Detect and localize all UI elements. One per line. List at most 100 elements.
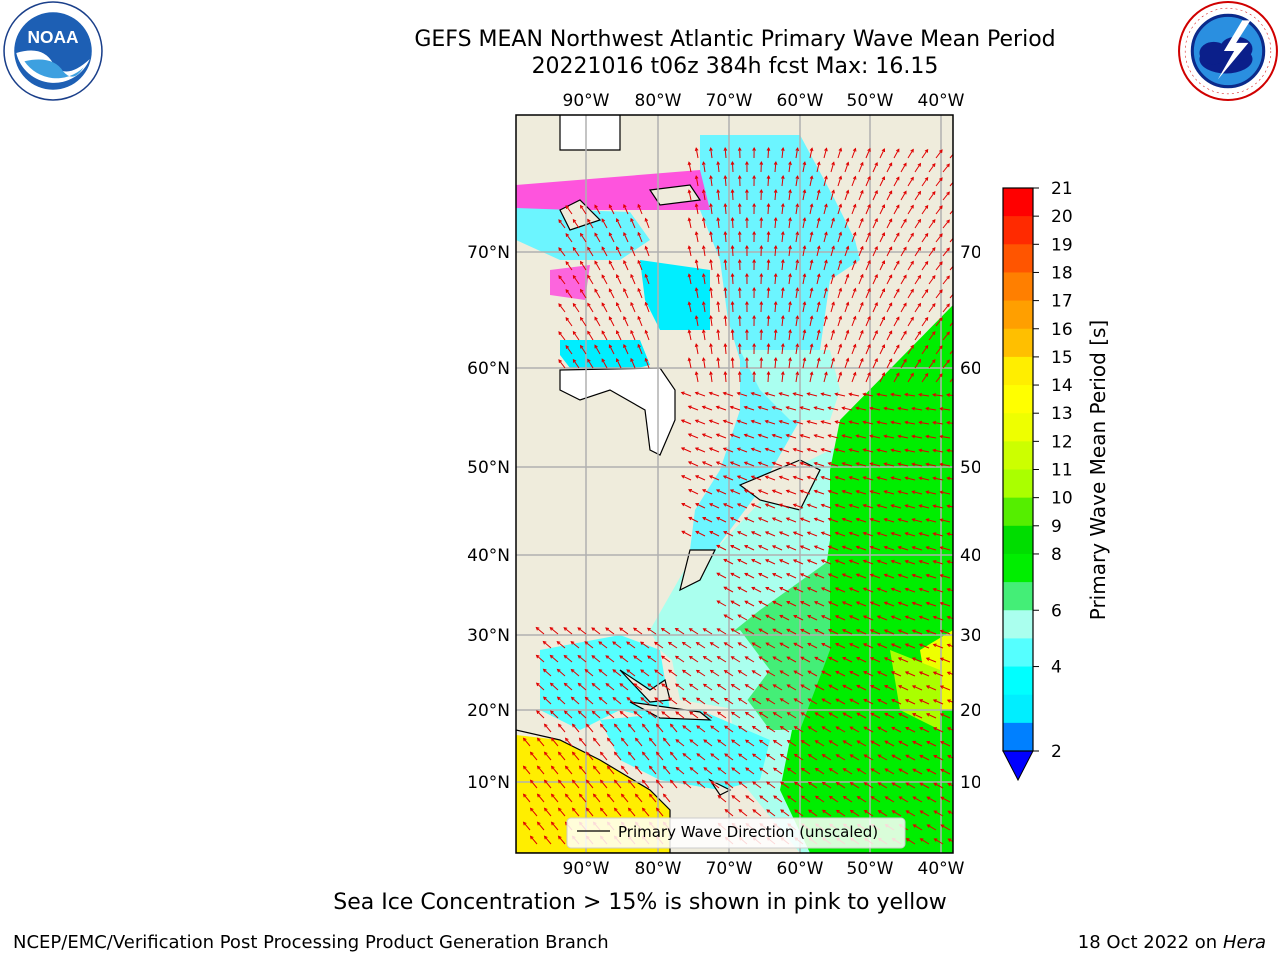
- wave-arrow-head: [633, 711, 638, 715]
- wave-arrow: [851, 260, 856, 271]
- wave-arrow: [879, 148, 885, 159]
- wave-arrow: [724, 753, 734, 761]
- wave-arrow: [835, 698, 846, 705]
- wave-arrow-head: [841, 629, 846, 633]
- wave-arrow: [773, 740, 783, 747]
- wave-arrow-head: [932, 727, 937, 731]
- wave-arrow: [891, 560, 902, 565]
- wave-arrow: [800, 601, 811, 607]
- wave-arrow-head: [946, 504, 951, 509]
- wave-arrow-head: [608, 232, 613, 237]
- wave-arrow: [550, 655, 559, 663]
- wave-arrow-head: [730, 628, 735, 632]
- wave-arrow: [645, 358, 650, 369]
- wave-arrow-head: [802, 329, 807, 334]
- wave-arrow: [710, 372, 713, 383]
- wave-arrow-head: [563, 627, 568, 631]
- wave-arrow-head: [570, 641, 575, 645]
- wave-arrow: [623, 204, 629, 215]
- wave-arrow: [836, 726, 846, 733]
- wave-arrow: [558, 303, 566, 313]
- wave-arrow-head: [723, 314, 728, 319]
- wave-arrow-head: [939, 462, 944, 467]
- wave-arrow: [919, 449, 930, 453]
- wave-arrow: [695, 260, 699, 271]
- wave-arrow: [751, 448, 762, 453]
- wave-arrow-head: [862, 531, 867, 536]
- wave-arrow-head: [688, 516, 693, 521]
- wave-arrow-head: [883, 657, 888, 661]
- wave-arrow-head: [681, 502, 686, 507]
- wave-arrow: [907, 261, 914, 271]
- wave-arrow: [580, 261, 587, 271]
- wave-arrow-head: [841, 545, 846, 550]
- wave-arrow: [870, 712, 881, 719]
- wave-arrow: [630, 246, 636, 257]
- wave-arrow: [787, 712, 797, 719]
- wave-arrow: [920, 810, 930, 817]
- wave-arrow: [558, 808, 566, 817]
- wave-arrow-head: [592, 765, 597, 770]
- wave-arrow: [593, 766, 601, 775]
- wave-arrow: [744, 461, 755, 467]
- wave-arrow: [601, 274, 608, 285]
- wave-arrow: [738, 809, 748, 817]
- wave-arrow: [688, 246, 692, 257]
- wave-arrow-head: [820, 448, 825, 452]
- wave-arrow: [919, 588, 930, 593]
- wave-arrow-head: [675, 766, 680, 771]
- wave-arrow: [814, 629, 825, 635]
- wave-arrow: [863, 671, 874, 677]
- wave-arrow: [759, 795, 769, 803]
- wave-arrow: [858, 358, 864, 369]
- wave-arrow: [863, 643, 874, 649]
- wave-arrow-head: [780, 175, 785, 180]
- wave-arrow-head: [806, 475, 811, 480]
- wave-arrow: [772, 573, 783, 579]
- wave-arrow-head: [845, 245, 850, 250]
- wave-arrow: [942, 331, 950, 341]
- wave-arrow-head: [557, 751, 562, 756]
- wave-arrow: [842, 629, 853, 635]
- wave-arrow-head: [585, 779, 590, 784]
- lon-label: 70°W: [706, 859, 753, 879]
- wave-arrow-head: [619, 710, 624, 715]
- wave-arrow-head: [860, 189, 864, 194]
- wave-arrow-head: [599, 723, 604, 728]
- wave-arrow: [601, 358, 608, 369]
- wave-arrow: [788, 162, 791, 173]
- wave-arrow: [765, 559, 776, 565]
- wave-arrow: [786, 434, 797, 439]
- wave-arrow: [786, 490, 797, 495]
- wave-arrow-head: [764, 503, 769, 507]
- wave-arrow-head: [648, 765, 653, 770]
- wave-arrow-head: [876, 559, 881, 564]
- wave-arrow-head: [788, 161, 792, 166]
- wave-arrow-head: [687, 329, 692, 334]
- wave-arrow: [793, 642, 804, 649]
- wave-arrow: [586, 780, 594, 789]
- wave-arrow-head: [565, 345, 570, 349]
- wave-arrow-head: [924, 316, 929, 321]
- wave-arrow-head: [890, 504, 895, 508]
- wave-arrow: [751, 475, 762, 481]
- wave-arrow-head: [954, 150, 957, 153]
- wave-arrow-head: [772, 600, 777, 605]
- wave-arrow: [884, 574, 895, 579]
- wave-arrow-head: [838, 287, 843, 292]
- wave-arrow: [877, 615, 888, 621]
- wave-arrow-head: [939, 685, 944, 689]
- wave-arrow-head: [918, 699, 923, 703]
- wave-arrow: [779, 642, 790, 649]
- wave-arrow: [893, 204, 900, 215]
- wave-arrow: [621, 738, 629, 747]
- wave-arrow-head: [716, 711, 721, 716]
- wave-arrow: [717, 795, 727, 803]
- wave-arrow-head: [939, 373, 943, 378]
- wave-arrow: [675, 655, 685, 663]
- wave-arrow: [863, 476, 874, 481]
- wave-arrow-head: [715, 461, 720, 465]
- wave-arrow-head: [701, 189, 706, 194]
- lat-label: 60°N: [467, 359, 510, 379]
- wave-arrow-head: [772, 628, 777, 633]
